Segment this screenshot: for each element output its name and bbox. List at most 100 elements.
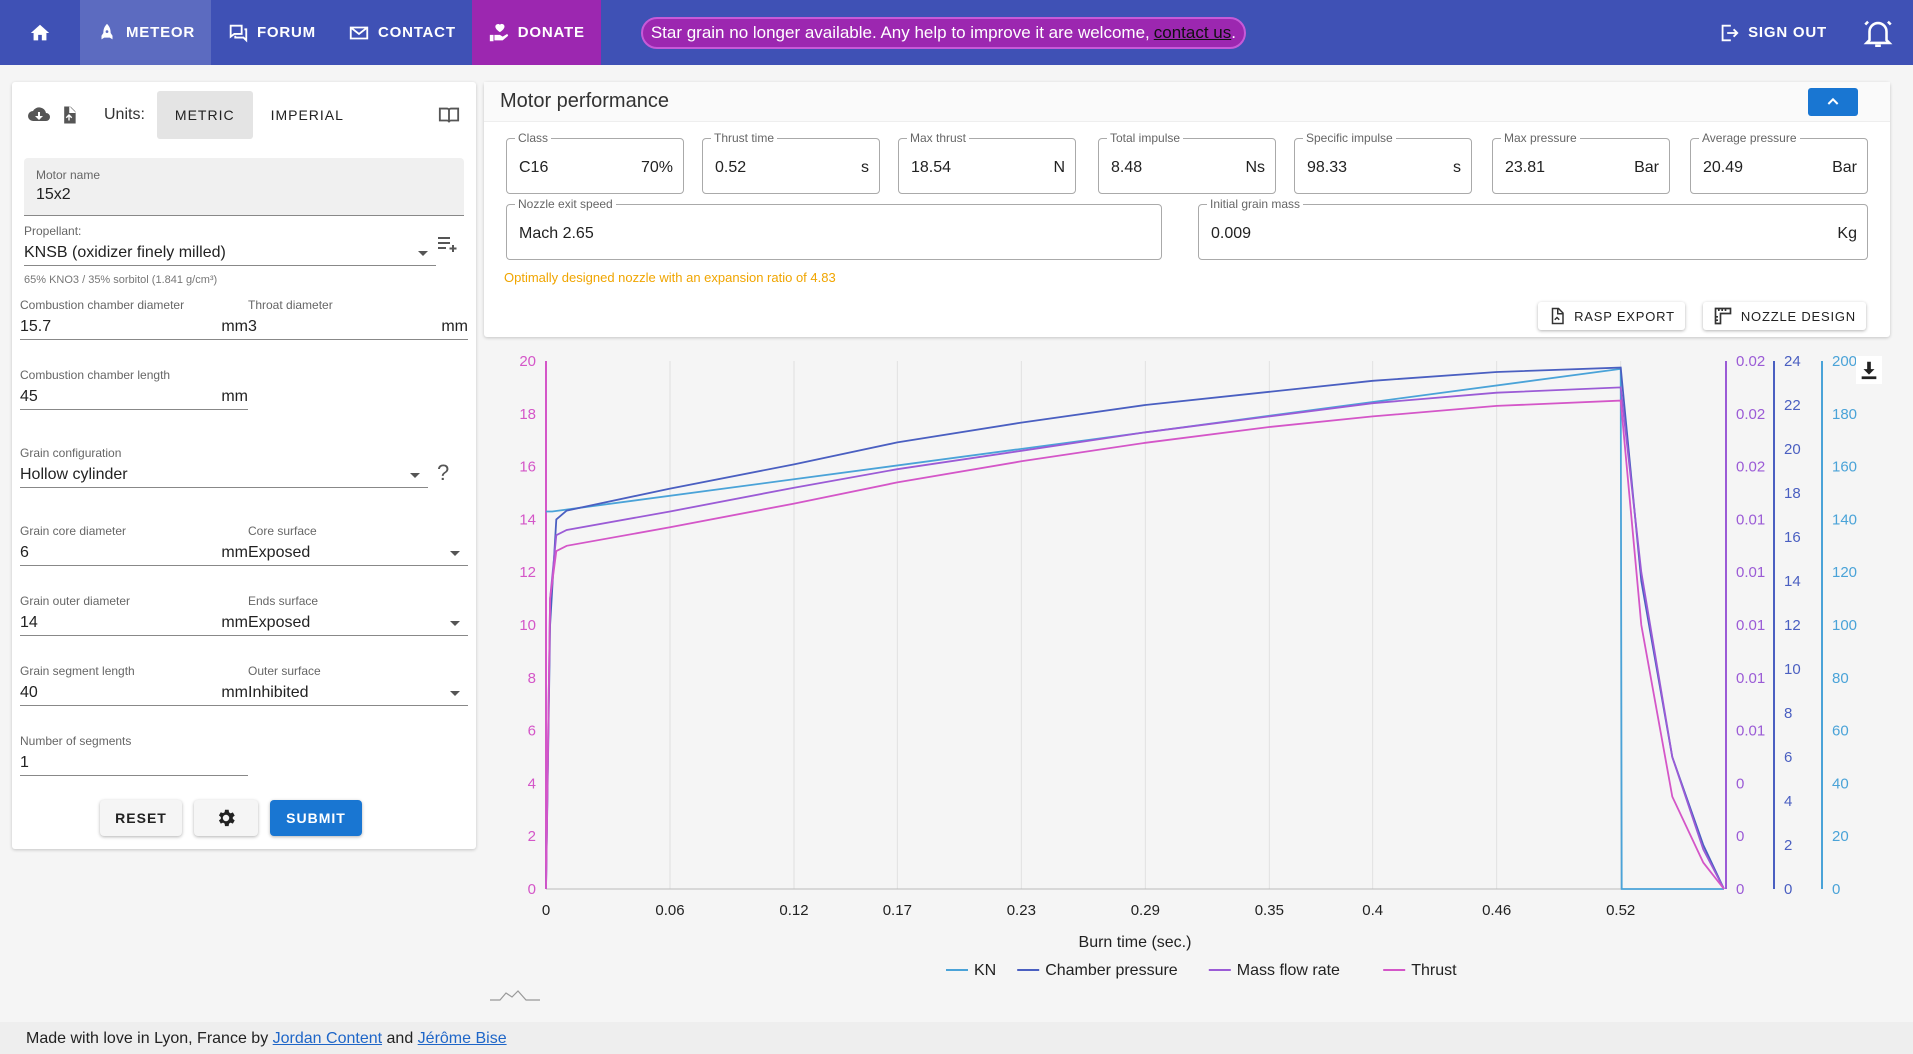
nav-forum[interactable]: FORUM bbox=[211, 0, 332, 65]
thrust-tick-label: 20 bbox=[519, 353, 536, 370]
mass_flow-tick-label: 0.01 bbox=[1736, 723, 1765, 740]
reset-button[interactable]: RESET bbox=[100, 800, 182, 836]
thrust-tick-label: 18 bbox=[519, 406, 536, 423]
rasp-export-label: RASP EXPORT bbox=[1574, 308, 1675, 324]
nozzle-exit-speed-field: Nozzle exit speed Mach 2.65 bbox=[506, 197, 1162, 260]
file-upload-icon[interactable] bbox=[54, 100, 84, 130]
perf-field-6: Average pressure 20.49 Bar bbox=[1690, 131, 1868, 194]
metric-toggle[interactable]: METRIC bbox=[156, 91, 253, 139]
announcement-banner: Star grain no longer available. Any help… bbox=[640, 16, 1246, 49]
thrust-tick-label: 12 bbox=[519, 564, 536, 581]
sign-out-label: SIGN OUT bbox=[1748, 24, 1827, 41]
pressure-tick-label: 24 bbox=[1784, 353, 1801, 370]
perf-field-unit: Ns bbox=[1245, 159, 1265, 176]
announcement-suffix: . bbox=[1231, 22, 1236, 42]
pressure-tick-label: 16 bbox=[1784, 529, 1801, 546]
help-icon[interactable]: ? bbox=[437, 460, 450, 485]
thrust-tick-label: 10 bbox=[519, 617, 536, 634]
motor-name-field[interactable]: Motor name 15x2 bbox=[24, 158, 464, 216]
initial-grain-mass-unit: Kg bbox=[1837, 225, 1857, 242]
mini-wave-icon bbox=[490, 990, 540, 1001]
nav-meteor[interactable]: METEOR bbox=[80, 0, 211, 65]
ends-surface-label: Ends surface bbox=[248, 594, 319, 608]
segment-length-field[interactable]: Grain segment length 40 mm bbox=[20, 664, 248, 706]
book-icon[interactable] bbox=[434, 100, 464, 130]
grain-config-select[interactable]: Grain configuration Hollow cylinder bbox=[20, 446, 428, 488]
rasp-export-button[interactable]: RASP EXPORT bbox=[1538, 302, 1685, 330]
throat-diameter-unit: mm bbox=[441, 318, 468, 335]
outer-diameter-field[interactable]: Grain outer diameter 14 mm bbox=[20, 594, 248, 636]
contact-us-link[interactable]: contact us bbox=[1153, 22, 1232, 42]
mass_flow-tick-label: 0 bbox=[1736, 775, 1744, 792]
mass_flow-tick-label: 0 bbox=[1736, 828, 1744, 845]
nozzle-exit-speed-label: Nozzle exit speed bbox=[515, 197, 616, 211]
notifications-button[interactable] bbox=[1843, 16, 1913, 50]
perf-field-label: Total impulse bbox=[1107, 131, 1184, 145]
download-chart-button[interactable] bbox=[1856, 356, 1882, 384]
thrust-tick-label: 16 bbox=[519, 459, 536, 476]
pressure-tick-label: 22 bbox=[1784, 397, 1801, 414]
ruler-icon bbox=[1714, 307, 1732, 325]
throat-diameter-value: 3 bbox=[248, 318, 257, 335]
submit-button[interactable]: SUBMIT bbox=[270, 800, 362, 836]
mass_flow-tick-label: 0 bbox=[1736, 881, 1744, 898]
imperial-toggle[interactable]: IMPERIAL bbox=[270, 107, 344, 123]
chamber-diameter-unit: mm bbox=[221, 318, 248, 335]
segments-field[interactable]: Number of segments 1 bbox=[20, 734, 248, 776]
perf-field-label: Average pressure bbox=[1699, 131, 1800, 145]
core-diameter-unit: mm bbox=[221, 544, 248, 561]
perf-field-label: Max thrust bbox=[907, 131, 970, 145]
home-button[interactable] bbox=[0, 0, 80, 65]
segment-length-unit: mm bbox=[221, 684, 248, 701]
perf-field-label: Max pressure bbox=[1501, 131, 1580, 145]
kn-tick-label: 60 bbox=[1832, 723, 1849, 740]
ends-surface-value: Exposed bbox=[248, 614, 311, 631]
collapse-button[interactable] bbox=[1808, 88, 1858, 116]
throat-diameter-field[interactable]: Throat diameter 3 mm bbox=[248, 298, 468, 340]
nav-meteor-label: METEOR bbox=[126, 24, 195, 41]
donate-hand-icon bbox=[489, 23, 508, 41]
perf-field-unit: s bbox=[861, 159, 869, 176]
nav-contact[interactable]: CONTACT bbox=[332, 0, 472, 65]
ends-surface-select[interactable]: Ends surface Exposed bbox=[248, 594, 468, 636]
playlist-add-icon[interactable] bbox=[434, 232, 460, 256]
x-tick-label: 0.17 bbox=[883, 902, 912, 919]
core-surface-value: Exposed bbox=[248, 544, 311, 561]
chevron-up-icon bbox=[1827, 97, 1839, 105]
legend-entry: KN bbox=[974, 962, 996, 979]
nozzle-design-label: NOZZLE DESIGN bbox=[1740, 308, 1856, 324]
pressure-tick-label: 14 bbox=[1784, 573, 1801, 590]
perf-field-unit: s bbox=[1453, 159, 1461, 176]
outer-surface-select[interactable]: Outer surface Inhibited bbox=[248, 664, 468, 706]
core-surface-label: Core surface bbox=[248, 524, 317, 538]
bell-icon bbox=[1863, 20, 1893, 47]
author-link-1[interactable]: Jordan Content bbox=[272, 1030, 383, 1047]
chamber-diameter-field[interactable]: Combustion chamber diameter 15.7 mm bbox=[20, 298, 248, 340]
perf-field-value: 18.54 bbox=[911, 159, 952, 176]
chamber-length-field[interactable]: Combustion chamber length 45 mm bbox=[20, 368, 248, 410]
series-line-kn bbox=[546, 367, 1724, 890]
pressure-tick-label: 2 bbox=[1784, 837, 1792, 854]
perf-field-value: 98.33 bbox=[1307, 159, 1348, 176]
nozzle-design-button[interactable]: NOZZLE DESIGN bbox=[1702, 302, 1866, 330]
core-surface-select[interactable]: Core surface Exposed bbox=[248, 524, 468, 566]
propellant-select[interactable]: Propellant: KNSB (oxidizer finely milled… bbox=[24, 224, 436, 266]
author-link-2[interactable]: Jérôme Bise bbox=[417, 1030, 507, 1047]
perf-field-3: Total impulse 8.48 Ns bbox=[1098, 131, 1276, 194]
motor-name-value: 15x2 bbox=[36, 186, 71, 203]
chevron-down-icon bbox=[450, 621, 460, 626]
cloud-download-icon[interactable] bbox=[24, 100, 54, 130]
download-icon bbox=[1861, 361, 1877, 380]
nav-donate[interactable]: DONATE bbox=[471, 0, 601, 65]
core-diameter-field[interactable]: Grain core diameter 6 mm bbox=[20, 524, 248, 566]
settings-button[interactable] bbox=[194, 800, 258, 836]
chamber-length-value: 45 bbox=[20, 388, 38, 405]
pressure-tick-label: 6 bbox=[1784, 749, 1792, 766]
kn-tick-label: 0 bbox=[1832, 881, 1840, 898]
nav-donate-label: DONATE bbox=[517, 24, 585, 41]
sign-out-button[interactable]: SIGN OUT bbox=[1702, 0, 1843, 65]
footer: Made with love in Lyon, France by Jordan… bbox=[0, 1022, 1913, 1054]
x-tick-label: 0.06 bbox=[655, 902, 684, 919]
mass_flow-tick-label: 0.01 bbox=[1736, 564, 1765, 581]
initial-grain-mass-value: 0.009 bbox=[1211, 225, 1252, 242]
